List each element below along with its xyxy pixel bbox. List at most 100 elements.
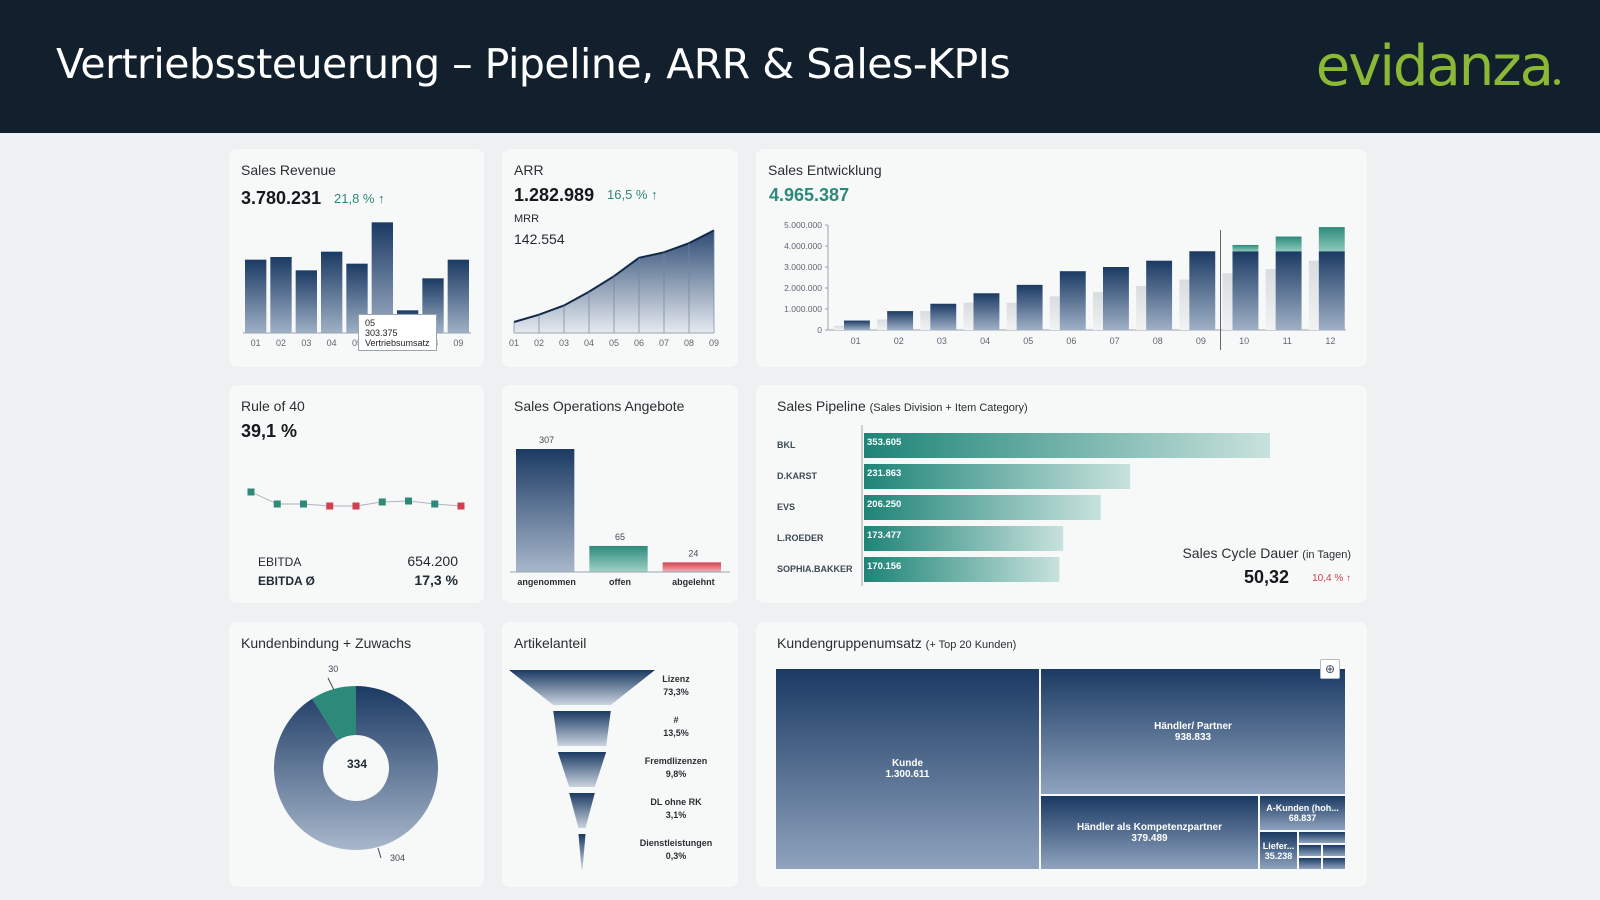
zoom-icon[interactable]: ⊕ [1320,659,1340,679]
bar-actual[interactable] [1189,251,1216,330]
treemap-cell-small[interactable] [1322,857,1346,870]
bar[interactable] [662,562,721,572]
treemap-cell-haendler-partner[interactable]: Händler/ Partner 938.833 [1040,668,1346,795]
data-point[interactable] [431,500,439,508]
treemap-cell-small[interactable] [1298,857,1322,870]
bar-actual[interactable] [930,303,957,330]
mrr-label: MRR [514,213,540,225]
funnel-segment[interactable] [578,834,586,869]
x-tick-label: 07 [1110,336,1120,346]
arr-card[interactable]: ARR 1.282.989 16,5 % ↑ MRR 142.554 01 02 0… [502,149,738,367]
x-tick-label: 11 [1283,336,1292,346]
data-point[interactable] [457,502,465,510]
bar-actual[interactable] [1016,284,1043,330]
bar-actual[interactable] [887,311,914,330]
x-tick-label: angenommen [517,577,576,587]
funnel-segment[interactable] [569,793,595,828]
tooltip-label: Vertriebsumsatz [365,338,430,348]
treemap-cell-kunde[interactable]: Kunde 1.300.611 [775,668,1040,870]
treemap-cell-small[interactable] [1298,831,1346,844]
segment-value: 73,3% [663,687,689,697]
rule-of-40-value: 39,1 % [241,421,298,441]
sales-entwicklung-chart[interactable]: 5.000.000 4.000.000 3.000.000 2.000.000 1.00… [756,149,1367,367]
angebote-chart[interactable]: 307 angenommen 65 offen 24 abgelehnt [502,385,738,603]
bar[interactable] [589,545,648,572]
data-point[interactable] [352,502,360,510]
sales-entwicklung-card[interactable]: Sales Entwicklung 4.965.387 5.000.000 4.0… [756,149,1367,367]
data-point[interactable] [247,488,255,496]
bar-forecast [1318,227,1345,252]
segment-label: Dienstleistungen [640,838,713,848]
bar[interactable] [245,259,267,333]
data-point[interactable] [273,500,281,508]
bar-actual[interactable] [1146,260,1173,330]
bar[interactable] [516,449,575,572]
data-point[interactable] [300,500,307,508]
y-tick-label: 5.000.000 [784,220,822,230]
kundengruppen-card[interactable]: Kundengruppenumsatz (+ Top 20 Kunden) Ku… [756,622,1367,887]
rule-of-40-chart[interactable] [229,385,484,603]
card-title: Artikelanteil [514,635,587,651]
bar-actual[interactable] [1318,251,1345,330]
slice-zuwachs[interactable] [312,686,356,741]
data-point[interactable] [326,502,334,510]
treemap-cell-kompetenzpartner[interactable]: Händler als Kompetenzpartner 379.489 [1040,795,1259,870]
category-label: EVS [777,502,795,512]
funnel-segment[interactable] [557,752,607,787]
pipeline-subtitle: (Sales Division + Item Category) [869,402,1028,414]
rule-of-40-card[interactable]: Rule of 40 39,1 % EBITDA 654.200 EBITDA … [229,385,484,603]
sales-pipeline-card[interactable]: Sales Pipeline (Sales Division + Item Ca… [756,385,1367,603]
bar-actual[interactable] [1232,251,1259,330]
bar-actual[interactable] [1059,271,1086,330]
treemap-cell-small[interactable] [1322,844,1346,857]
pipeline-chart[interactable]: 353.605 BKL 231.863 D.KARST 206.250 EVS 173.47… [756,385,1367,603]
bar[interactable] [864,433,1270,458]
logo-text: evidanza [1315,34,1554,99]
treemap-cell-small[interactable] [1298,844,1322,857]
y-tick-label: 3.000.000 [784,262,822,272]
treemap-cell-lieferanten[interactable]: Liefer... 35.238 [1259,831,1298,870]
kundenbindung-chart[interactable]: 30 304 [229,622,484,887]
category-label: D.KARST [777,471,818,481]
treemap-cell-a-kunden[interactable]: A-Kunden (hoh... 68.837 [1259,795,1346,831]
bar[interactable] [270,257,292,333]
arr-chart[interactable]: 01 02 03 04 05 06 07 08 09 [502,149,738,367]
artikelanteil-card[interactable]: Artikelanteil Lizenz 73,3% #13,5% Fremdlize… [502,622,738,887]
bar[interactable] [371,222,393,333]
slice-bestand[interactable] [274,686,438,850]
cell-value: 938.833 [1174,731,1212,743]
tooltip-month: 05 [365,318,376,328]
kundenbindung-card[interactable]: Kundenbindung + Zuwachs 30 304 334 [229,622,484,887]
slice-label: 304 [390,853,405,863]
chart-tooltip: 05 303.375 Vertriebsumsatz [358,314,437,351]
sales-revenue-card[interactable]: Sales Revenue 3.780.231 21,8 % ↑ 01 02 03 0… [229,149,484,367]
bar[interactable] [321,251,343,333]
x-tick-label: 04 [980,336,990,346]
bar[interactable] [864,464,1131,489]
y-tick-label: 1.000.000 [784,304,822,314]
artikelanteil-chart[interactable]: Lizenz 73,3% #13,5% Fremdlizenzen 9,8% DL ohn… [502,622,738,887]
bar[interactable] [447,259,469,333]
bar-actual[interactable] [844,320,870,330]
funnel-segment[interactable] [553,711,611,746]
funnel-segment[interactable] [509,670,655,705]
bar-actual[interactable] [1103,267,1129,330]
angebote-card[interactable]: Sales Operations Angebote 307 angenommen 6… [502,385,738,603]
bar-actual[interactable] [1275,251,1302,330]
bar[interactable] [864,557,1060,582]
data-point[interactable] [378,498,386,506]
segment-label: Lizenz [662,674,690,684]
ebitda-value: 654.200 [407,553,458,569]
bar[interactable] [295,270,317,333]
bar[interactable] [864,495,1101,520]
bar-actual[interactable] [973,293,1000,330]
y-tick-label: 4.000.000 [784,241,822,251]
bar[interactable] [864,526,1064,551]
segment-value: 0,3% [666,851,687,861]
bar-prior-year [1265,269,1279,330]
sales-revenue-change: 21,8 % ↑ [334,191,385,206]
cell-label: Händler als Kompetenzpartner [1076,821,1223,833]
ebitda-label: EBITDA [258,555,302,569]
data-point[interactable] [405,497,412,505]
